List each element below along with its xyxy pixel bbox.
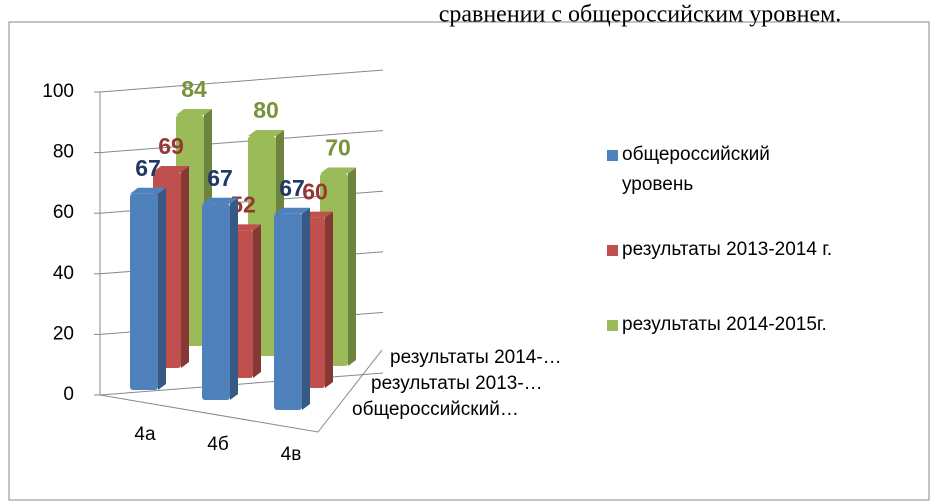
depth-tick-label: результаты 2014-… (390, 347, 562, 368)
bar-side (158, 187, 166, 390)
y-tick-label: 20 (53, 323, 74, 344)
bar-top (130, 187, 166, 194)
legend-swatch (607, 150, 618, 161)
data-label: 60 (302, 179, 328, 205)
grid-line (99, 130, 384, 154)
bar-top (153, 166, 189, 173)
bar (202, 203, 230, 400)
bar-side (325, 211, 333, 388)
legend-label: общероссийский уровень (622, 144, 770, 195)
data-label: 80 (253, 97, 279, 123)
legend-item: результаты 2014-2015г. (602, 310, 922, 340)
y-tick-label: 80 (53, 142, 74, 163)
data-label: 67 (207, 165, 233, 191)
depth-tick-label: общероссийский… (352, 399, 519, 420)
x-tick-label: 4а (134, 424, 156, 445)
y-tick-label: 60 (53, 202, 74, 223)
bar (130, 193, 158, 390)
frame (8, 21, 930, 501)
bar-side (181, 166, 189, 368)
bar-side (302, 207, 310, 410)
floor (99, 349, 383, 433)
y-tick-label: 100 (42, 81, 74, 102)
data-label: 69 (158, 133, 184, 159)
x-tick-label: 4б (207, 434, 229, 455)
legend-swatch (607, 320, 618, 331)
bar-side (348, 167, 356, 366)
y-tick-label: 40 (53, 263, 74, 284)
depth-tick-label: результаты 2013-… (371, 373, 543, 394)
bar-side (253, 224, 261, 378)
data-label: 67 (135, 155, 161, 181)
bar-top (202, 197, 238, 204)
y-tick-label: 0 (63, 384, 74, 405)
legend-label: результаты 2014-2015г. (622, 314, 827, 335)
bar-top (320, 167, 356, 174)
legend-item: общероссийский уровень (602, 140, 832, 200)
legend-item: результаты 2013-2014 г. (602, 235, 922, 265)
grid-line (99, 69, 384, 93)
x-tick-label: 4в (281, 444, 302, 465)
caption: сравнении с общероссийским уровнем. (439, 2, 842, 28)
data-label: 84 (181, 76, 207, 102)
data-label: 70 (325, 135, 351, 161)
bar-side (230, 197, 238, 400)
data-label: 67 (279, 175, 305, 201)
legend-swatch (607, 245, 618, 256)
grid-line (99, 372, 384, 396)
bar-top (274, 207, 310, 214)
legend-label: результаты 2013-2014 г. (622, 239, 833, 260)
bar-top (248, 130, 284, 136)
bar-top (176, 109, 212, 115)
bar (274, 213, 302, 410)
